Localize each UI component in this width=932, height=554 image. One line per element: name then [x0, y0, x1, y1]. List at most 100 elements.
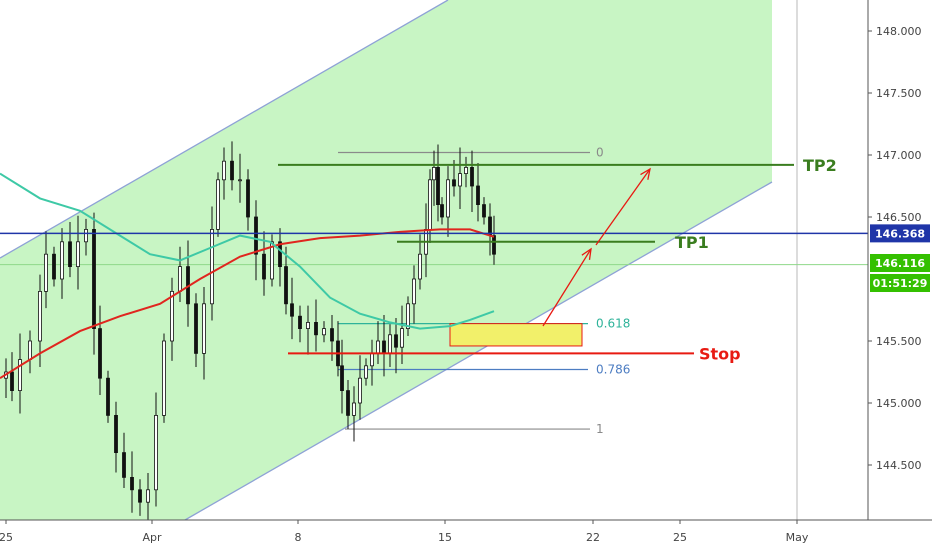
reference-price-tag[interactable]: 146.116	[870, 254, 930, 272]
candle	[238, 153, 242, 203]
candle	[130, 451, 134, 513]
candle	[170, 277, 174, 361]
candle-body	[452, 179, 456, 187]
candle	[114, 401, 118, 473]
candle	[254, 200, 258, 281]
candle-body	[52, 253, 56, 280]
time-tick-label: 25	[673, 531, 687, 544]
candle-body	[68, 241, 72, 268]
candle-body	[370, 352, 374, 367]
entry-zone-box[interactable]	[449, 323, 583, 347]
candle-body	[364, 365, 368, 379]
entry-zone[interactable]	[449, 323, 583, 347]
price-tick-label: 147.500	[876, 87, 922, 100]
candle	[284, 246, 288, 315]
candle	[394, 318, 398, 374]
candle	[216, 172, 220, 237]
countdown-tag-box	[870, 274, 930, 292]
channel-lower-line[interactable]	[184, 181, 773, 521]
candle	[446, 166, 450, 237]
candle-body	[138, 489, 142, 503]
fib-level-label: 0.618	[596, 317, 630, 331]
candle	[492, 215, 496, 265]
candle	[98, 305, 102, 395]
candle	[146, 473, 150, 529]
candle	[314, 299, 318, 352]
candle	[138, 479, 142, 516]
candle	[84, 218, 88, 256]
candle-body	[432, 166, 436, 181]
arrow-head	[640, 167, 651, 180]
candle	[436, 144, 440, 222]
fib-level-label: 1	[596, 422, 604, 436]
candle-body	[340, 365, 344, 391]
candle-body	[382, 340, 386, 354]
candle-body	[238, 179, 242, 182]
arrow-shaft	[542, 248, 592, 327]
parallel-channel[interactable]	[0, 0, 798, 521]
projection-arrows[interactable]	[542, 167, 651, 327]
candle-body	[492, 235, 496, 255]
candle	[298, 305, 302, 343]
price-tick-label: 145.500	[876, 335, 922, 348]
countdown-tag[interactable]: 01:51:29	[870, 274, 930, 292]
candle-body	[194, 303, 198, 354]
candle-body	[418, 253, 422, 280]
candle	[364, 358, 368, 386]
arrow-to-tp1[interactable]	[542, 247, 592, 327]
candle-body	[98, 328, 102, 379]
arrow-shaft	[595, 168, 651, 246]
candle-body	[428, 179, 432, 230]
candle-body	[170, 290, 174, 342]
candle	[476, 163, 480, 222]
candle-body	[146, 489, 150, 503]
candle	[230, 141, 234, 191]
candle	[482, 197, 486, 225]
arrow-to-tp2[interactable]	[595, 167, 651, 246]
fibonacci-retracement[interactable]: 0 0.618 0.786 1	[338, 146, 630, 437]
time-tick-label: 15	[438, 531, 452, 544]
time-tick-label: May	[786, 531, 809, 544]
candle	[38, 274, 42, 368]
candle-body	[254, 216, 258, 255]
candle	[60, 228, 64, 299]
candle-body	[162, 340, 166, 416]
candle-body	[122, 452, 126, 478]
candle	[340, 339, 344, 414]
candle	[44, 231, 48, 309]
candle-body	[270, 241, 274, 280]
candle	[322, 321, 326, 343]
candle	[262, 231, 266, 296]
candle-body	[18, 359, 22, 392]
candle-body	[446, 179, 450, 218]
candle-body	[210, 228, 214, 305]
candle-body	[10, 371, 14, 392]
candle	[352, 386, 356, 442]
price-tick-label: 146.500	[876, 211, 922, 224]
countdown-tag-text: 01:51:29	[873, 277, 928, 290]
price-tick-label: 148.000	[876, 25, 922, 38]
current-price-tag[interactable]: 146.368	[870, 224, 930, 243]
candle	[210, 206, 214, 321]
moving-averages	[0, 172, 495, 380]
candle	[106, 370, 110, 423]
trade-levels[interactable]: TP2 TP1 Stop	[278, 156, 837, 363]
channel-upper-line[interactable]	[0, 0, 449, 259]
candle	[222, 147, 226, 200]
candle-body	[470, 166, 474, 187]
candle	[432, 150, 436, 206]
candle	[452, 159, 456, 197]
candle-body	[262, 253, 266, 280]
arrow-head	[581, 247, 592, 260]
candle	[358, 355, 362, 420]
candle-body	[76, 241, 80, 268]
candle	[246, 169, 250, 231]
candle-body	[130, 476, 134, 491]
candle-body	[314, 321, 318, 336]
candle-body	[298, 315, 302, 330]
price-tick-label: 147.000	[876, 149, 922, 162]
candle-body	[60, 241, 64, 280]
